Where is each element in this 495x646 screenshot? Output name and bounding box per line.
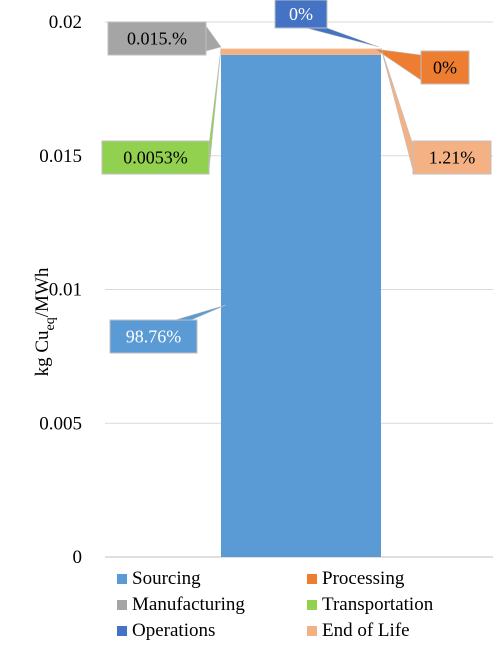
y-tick-label: 0.02 xyxy=(49,12,82,33)
y-axis-label-tail: /MWh xyxy=(32,267,53,317)
legend-label-processing: Processing xyxy=(322,568,405,589)
callout-box-transportation xyxy=(101,140,210,175)
y-axis-label: kg Cueq/MWh xyxy=(32,267,58,376)
legend-swatch-processing xyxy=(307,574,317,584)
data-label-processing: 0% xyxy=(433,58,457,78)
legend-label-end-of-life: End of Life xyxy=(322,620,410,641)
callout-box-end-of-life xyxy=(412,140,492,175)
legend-label-transportation: Transportation xyxy=(322,594,434,615)
data-label-operations: 0% xyxy=(289,4,313,24)
legend-swatch-operations xyxy=(117,626,127,636)
data-label-callouts: 98.76% 0% 0.015.% 0.0053% 0% 1.21% xyxy=(101,0,492,354)
legend-swatch-transportation xyxy=(307,600,317,610)
legend-item-operations: Operations xyxy=(117,620,307,642)
legend-row: Manufacturing Transportation xyxy=(117,592,487,618)
legend-label-sourcing: Sourcing xyxy=(132,568,201,589)
legend-item-transportation: Transportation xyxy=(307,594,487,616)
callout-box-manufacturing xyxy=(107,21,207,56)
bar-segment-sourcing xyxy=(221,54,381,558)
legend-item-end-of-life: End of Life xyxy=(307,620,487,642)
leader-operations xyxy=(306,27,380,48)
callout-box-sourcing xyxy=(109,319,198,354)
data-label-transportation: 0.0053% xyxy=(123,148,188,168)
y-tick-label: 0.005 xyxy=(39,413,82,434)
legend-row: Operations End of Life xyxy=(117,618,487,644)
legend-row: Sourcing Processing xyxy=(117,566,487,592)
y-tick-label: 0 xyxy=(73,547,83,568)
data-label-end-of-life: 1.21% xyxy=(429,148,476,168)
legend-swatch-end-of-life xyxy=(307,626,317,636)
y-axis-label-subscript: eq xyxy=(43,317,58,330)
leader-sourcing xyxy=(175,304,227,321)
legend-swatch-manufacturing xyxy=(117,600,127,610)
y-axis-ticks: 0 0.005 0.01 0.015 0.02 xyxy=(39,12,82,568)
legend: Sourcing Processing Manufacturing Transp… xyxy=(117,566,487,644)
y-tick-label: 0.015 xyxy=(39,146,82,167)
legend-label-operations: Operations xyxy=(132,620,216,641)
bar-segments xyxy=(221,48,381,558)
leader-transportation xyxy=(208,47,222,171)
data-label-sourcing: 98.76% xyxy=(126,327,182,347)
callout-box-operations xyxy=(274,0,328,29)
y-tick-label: 0.01 xyxy=(49,280,82,301)
data-label-manufacturing: 0.015.% xyxy=(127,29,187,49)
leader-processing xyxy=(374,48,422,81)
legend-item-manufacturing: Manufacturing xyxy=(117,594,307,616)
legend-item-sourcing: Sourcing xyxy=(117,568,307,590)
callout-box-processing xyxy=(420,50,470,85)
y-axis-label-main: kg Cu xyxy=(32,330,53,376)
legend-item-processing: Processing xyxy=(307,568,487,590)
legend-label-manufacturing: Manufacturing xyxy=(132,594,245,615)
legend-swatch-sourcing xyxy=(117,574,127,584)
bar-segment-end-of-life xyxy=(221,48,381,55)
leader-manufacturing xyxy=(205,25,222,52)
